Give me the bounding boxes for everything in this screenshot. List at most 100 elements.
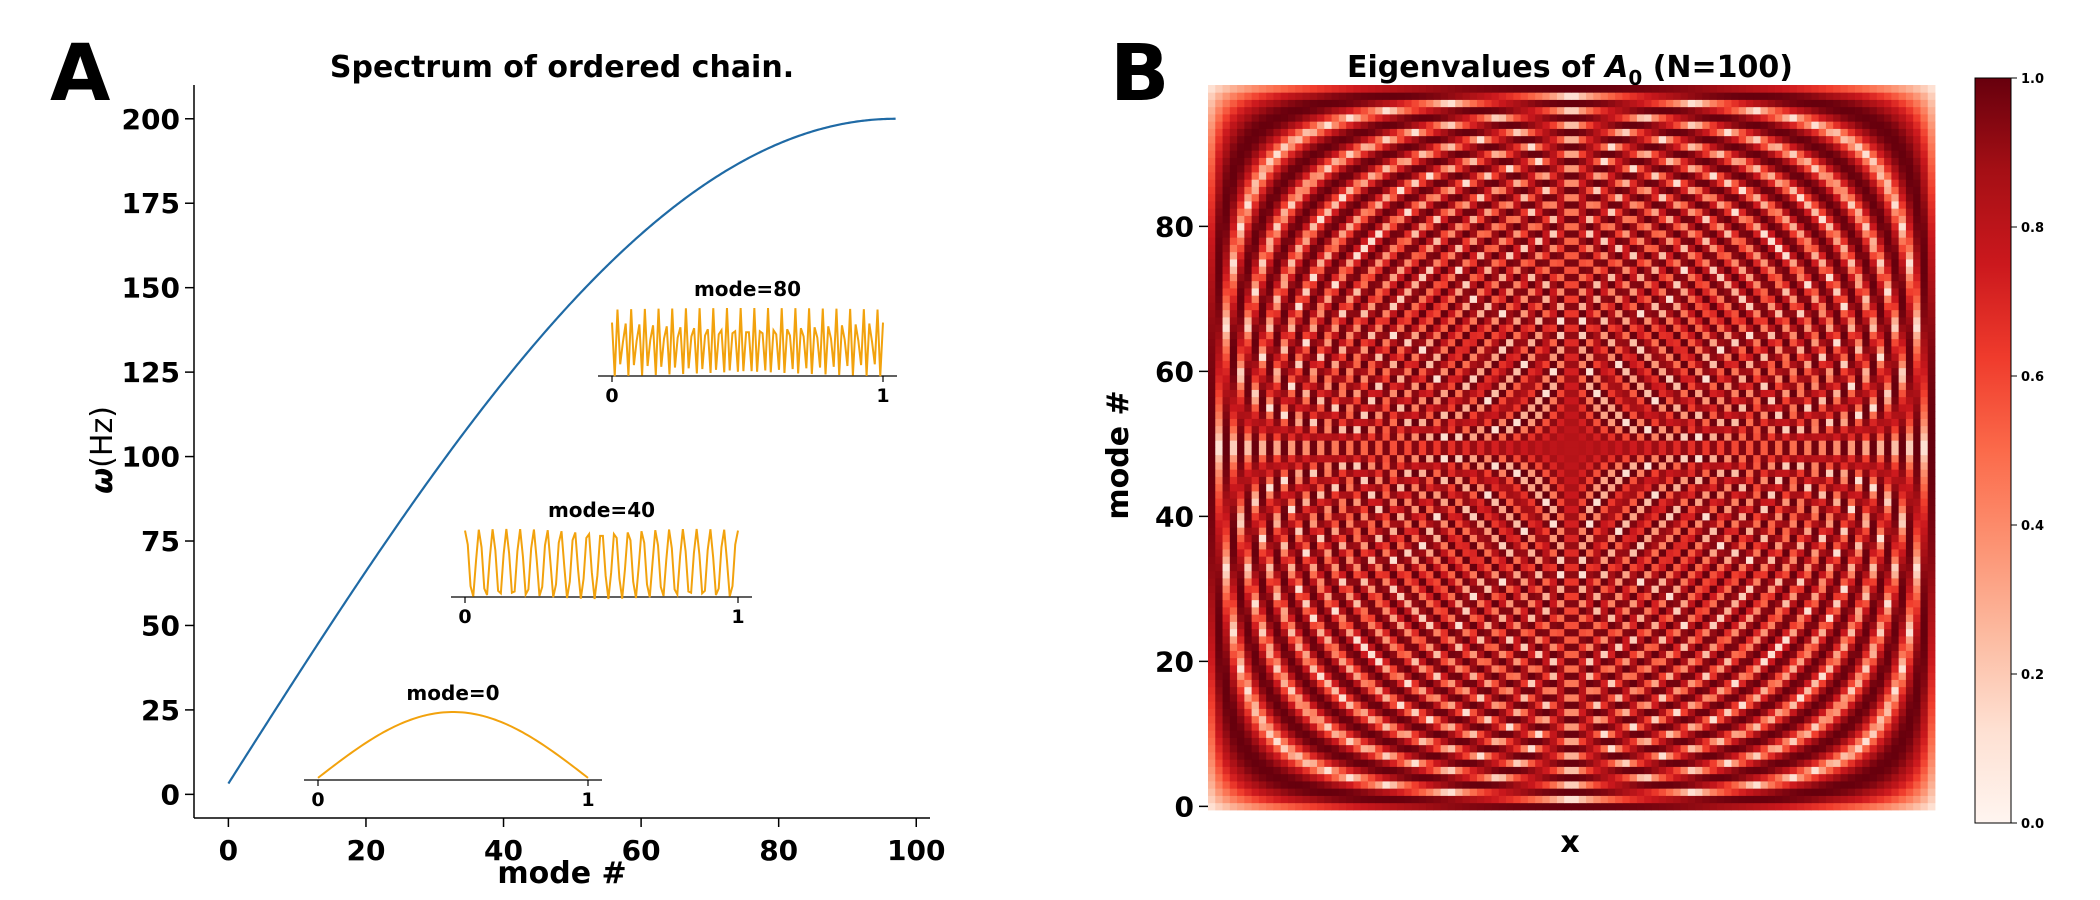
heatmap-cell [1476, 665, 1485, 673]
heatmap-cell [1367, 505, 1376, 514]
heatmap-cell [1251, 694, 1260, 702]
heatmap-cell [1251, 802, 1260, 811]
heatmap-cell [1898, 730, 1907, 738]
heatmap-cell [1724, 476, 1732, 485]
heatmap-cell [1440, 498, 1449, 506]
heatmap-cell [1476, 701, 1485, 709]
heatmap-cell [1331, 476, 1340, 485]
heatmap-cell [1229, 563, 1238, 572]
heatmap-cell [1564, 520, 1572, 528]
heatmap-cell [1716, 643, 1725, 651]
heatmap-cell [1818, 665, 1827, 673]
heatmap-cell [1527, 570, 1536, 579]
heatmap-cell [1367, 520, 1376, 528]
heatmap-cell [1273, 534, 1282, 543]
heatmap-cell [1302, 694, 1311, 702]
heatmap-cell [1331, 781, 1340, 789]
heatmap-cell [1687, 788, 1696, 796]
heatmap-cell [1891, 781, 1900, 789]
heatmap-cell [1244, 614, 1253, 622]
heatmap-cell [1578, 715, 1587, 724]
heatmap-cell [1324, 657, 1332, 666]
heatmap-cell [1760, 781, 1769, 789]
heatmap-cell [1324, 795, 1332, 804]
heatmap-cell [1913, 512, 1921, 521]
heatmap-cell [1462, 657, 1471, 666]
heatmap-cell [1666, 636, 1674, 644]
heatmap-cell [1789, 512, 1798, 521]
heatmap-cell [1651, 614, 1660, 622]
heatmap-cell [1280, 520, 1289, 528]
heatmap-cell [1411, 607, 1420, 615]
heatmap-cell [1535, 454, 1543, 463]
heatmap-cell [1607, 672, 1616, 680]
heatmap-cell [1484, 701, 1492, 709]
heatmap-cell [1469, 512, 1478, 521]
heatmap-cell [1571, 527, 1580, 535]
heatmap-cell [1208, 679, 1216, 688]
heatmap-cell [1215, 636, 1223, 644]
heatmap-cell [1884, 541, 1892, 550]
heatmap-cell [1506, 462, 1514, 470]
heatmap-cell [1273, 802, 1282, 811]
heatmap-cell [1702, 498, 1711, 506]
heatmap-cell [1789, 694, 1798, 702]
heatmap-cell [1607, 614, 1616, 622]
heatmap-cell [1208, 563, 1216, 572]
heatmap-cell [1775, 715, 1783, 724]
heatmap-cell [1258, 505, 1267, 514]
heatmap-cell [1636, 694, 1645, 702]
heatmap-cell [1898, 715, 1907, 724]
heatmap-cell [1476, 549, 1485, 557]
heatmap-cell [1695, 802, 1703, 811]
heatmap-cell [1498, 556, 1507, 564]
heatmap-cell [1208, 491, 1216, 499]
heatmap-cell [1796, 512, 1805, 521]
heatmap-cell [1331, 766, 1340, 775]
heatmap-cell [1440, 744, 1449, 753]
heatmap-cell [1651, 534, 1660, 543]
heatmap-cell [1804, 636, 1812, 644]
heatmap-cell [1317, 556, 1325, 564]
heatmap-cell [1331, 788, 1340, 796]
heatmap-cell [1913, 694, 1921, 702]
heatmap-cell [1302, 491, 1311, 499]
heatmap-cell [1927, 469, 1936, 477]
heatmap-cell [1251, 614, 1260, 622]
heatmap-cell [1891, 614, 1900, 622]
heatmap-cell [1913, 520, 1921, 528]
heatmap-cell [1767, 686, 1776, 695]
heatmap-cell [1898, 570, 1907, 579]
heatmap-cell [1731, 737, 1740, 746]
heatmap-cell [1789, 476, 1798, 485]
heatmap-cell [1913, 527, 1921, 535]
heatmap-cell [1869, 512, 1878, 521]
heatmap-cell [1397, 527, 1405, 535]
heatmap-cell [1411, 570, 1420, 579]
heatmap-cell [1833, 607, 1841, 615]
heatmap-cell [1651, 766, 1660, 775]
heatmap-cell [1258, 556, 1267, 564]
heatmap-cell [1666, 607, 1674, 615]
heatmap-cell [1666, 708, 1674, 717]
heatmap-cell [1208, 795, 1216, 804]
heatmap-cell [1644, 469, 1652, 477]
heatmap-cell [1869, 788, 1878, 796]
heatmap-cell [1782, 708, 1790, 717]
heatmap-cell [1426, 454, 1434, 463]
heatmap-cell [1804, 469, 1812, 477]
heatmap-cell [1607, 512, 1616, 521]
heatmap-cell [1440, 607, 1449, 615]
heatmap-cell [1476, 650, 1485, 659]
heatmap-cell [1876, 737, 1885, 746]
heatmap-cell [1615, 520, 1623, 528]
heatmap-cell [1346, 781, 1354, 789]
heatmap-cell [1549, 759, 1558, 767]
heatmap-cell [1920, 730, 1929, 738]
heatmap-cell [1506, 802, 1514, 811]
heatmap-cell [1469, 541, 1478, 550]
heatmap-cell [1317, 737, 1325, 746]
heatmap-cell [1382, 462, 1391, 470]
heatmap-cell [1258, 636, 1267, 644]
heatmap-cell [1520, 759, 1529, 767]
